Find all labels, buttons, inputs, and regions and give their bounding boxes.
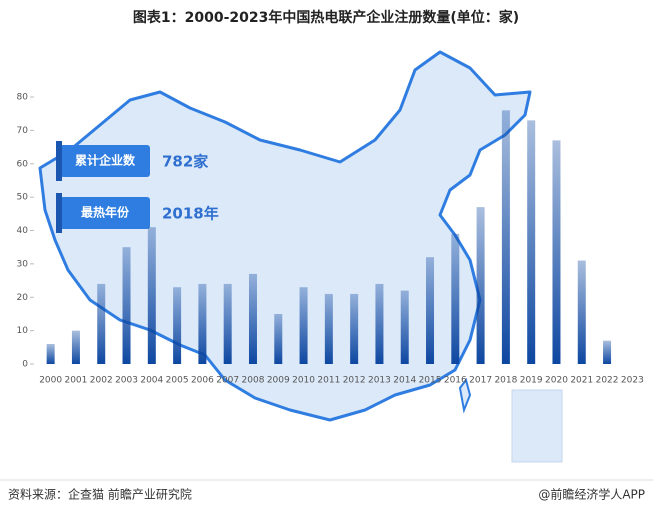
taiwan <box>458 377 472 414</box>
x-tick-label: 2012 <box>343 376 366 386</box>
y-tick-label: 20 <box>17 293 29 303</box>
y-tick-label: 10 <box>17 326 29 336</box>
bar <box>147 227 156 364</box>
bar <box>299 287 308 364</box>
x-tick-label: 2014 <box>393 376 416 386</box>
x-tick-label: 2005 <box>166 376 189 386</box>
annotation-label: 最热年份 <box>81 205 130 220</box>
bar <box>248 273 257 364</box>
bar <box>350 293 359 364</box>
x-tick-label: 2002 <box>90 376 113 386</box>
bar <box>603 340 612 364</box>
y-tick-label: 50 <box>17 193 29 203</box>
x-tick-label: 2021 <box>570 376 593 386</box>
x-tick-label: 2015 <box>419 376 442 386</box>
bar <box>71 330 80 364</box>
credit: @前瞻经济学人APP <box>538 487 645 502</box>
bar <box>527 120 536 364</box>
annotation-text: 782家 <box>162 153 208 171</box>
y-tick-label: 80 <box>17 93 29 103</box>
x-tick-label: 2011 <box>317 376 340 386</box>
annotation-text: 2018年 <box>162 205 219 223</box>
annotation-box <box>60 197 150 229</box>
bar <box>173 287 182 364</box>
x-tick-label: 2009 <box>267 376 290 386</box>
x-tick-label: 2023 <box>621 376 644 386</box>
x-tick-label: 2000 <box>39 376 62 386</box>
x-tick-label: 2013 <box>368 376 391 386</box>
annotation-box <box>60 145 150 177</box>
x-tick-label: 2003 <box>115 376 138 386</box>
chart-title: 图表1：2000-2023年中国热电联产企业注册数量(单位：家) <box>133 9 519 26</box>
bar <box>476 207 485 364</box>
annotation-label: 累计企业数 <box>75 153 136 168</box>
x-tick-label: 2008 <box>242 376 265 386</box>
x-tick-label: 2004 <box>140 376 163 386</box>
bar <box>400 290 409 364</box>
x-tick-label: 2020 <box>545 376 568 386</box>
bar <box>274 313 283 364</box>
inset-map <box>511 389 563 463</box>
bar <box>426 257 435 364</box>
y-tick-label: 60 <box>17 159 29 169</box>
bar <box>223 283 232 364</box>
bar <box>375 283 384 364</box>
y-tick-label: 70 <box>17 126 29 136</box>
x-tick-label: 2018 <box>494 376 517 386</box>
bar <box>122 247 131 364</box>
annotation-flag <box>56 193 62 233</box>
x-tick-label: 2016 <box>444 376 467 386</box>
x-tick-label: 2007 <box>216 376 239 386</box>
x-tick-label: 2022 <box>596 376 619 386</box>
y-tick-label: 0 <box>22 360 28 370</box>
x-tick-label: 2017 <box>469 376 492 386</box>
x-tick-label: 2006 <box>191 376 214 386</box>
bar <box>46 343 55 364</box>
x-tick-label: 2019 <box>520 376 543 386</box>
bar <box>451 233 460 364</box>
x-tick-label: 2010 <box>292 376 315 386</box>
y-tick-label: 30 <box>17 259 29 269</box>
bar <box>97 283 106 364</box>
bar <box>324 293 333 364</box>
y-tick-label: 40 <box>17 226 29 236</box>
x-tick-label: 2001 <box>64 376 87 386</box>
bar <box>501 110 510 364</box>
source: 资料来源：企查猫 前瞻产业研究院 <box>8 487 192 502</box>
bar <box>552 140 561 364</box>
bar <box>198 283 207 364</box>
annotation-flag <box>56 141 62 181</box>
bar <box>577 260 586 364</box>
